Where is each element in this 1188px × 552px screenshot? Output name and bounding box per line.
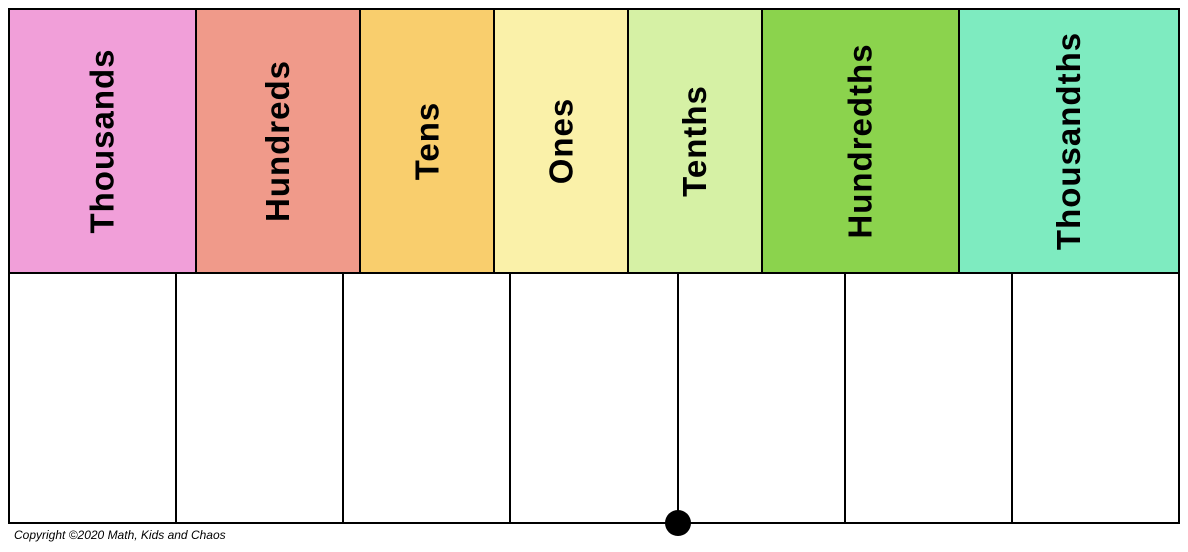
header-label: Thousands: [84, 48, 122, 233]
body-cell-thousandths: [1013, 274, 1180, 524]
header-cell-tenths: Tenths: [629, 8, 763, 274]
header-label: Tenths: [676, 85, 714, 197]
header-cell-hundreds: Hundreds: [197, 8, 361, 274]
header-label: Ones: [542, 98, 580, 185]
header-cell-tens: Tens: [361, 8, 495, 274]
header-label: Tens: [408, 102, 446, 181]
body-cell-tens: [344, 274, 511, 524]
copyright-text: Copyright ©2020 Math, Kids and Chaos: [14, 528, 1180, 542]
header-label: Hundreds: [259, 60, 297, 222]
decimal-point-icon: [665, 510, 691, 536]
header-row: Thousands Hundreds Tens Ones Tenths Hund…: [8, 8, 1180, 274]
body-cell-ones: [511, 274, 678, 524]
body-cell-tenths: [679, 274, 846, 524]
body-cell-hundreds: [177, 274, 344, 524]
header-label: Thousandths: [1050, 32, 1088, 250]
header-cell-thousandths: Thousandths: [960, 8, 1180, 274]
header-cell-thousands: Thousands: [8, 8, 197, 274]
header-label: Hundredths: [841, 43, 879, 238]
place-value-chart: Thousands Hundreds Tens Ones Tenths Hund…: [8, 8, 1180, 524]
body-cell-thousands: [8, 274, 177, 524]
body-row: [8, 274, 1180, 524]
header-cell-ones: Ones: [495, 8, 629, 274]
body-cell-hundredths: [846, 274, 1013, 524]
header-cell-hundredths: Hundredths: [763, 8, 960, 274]
